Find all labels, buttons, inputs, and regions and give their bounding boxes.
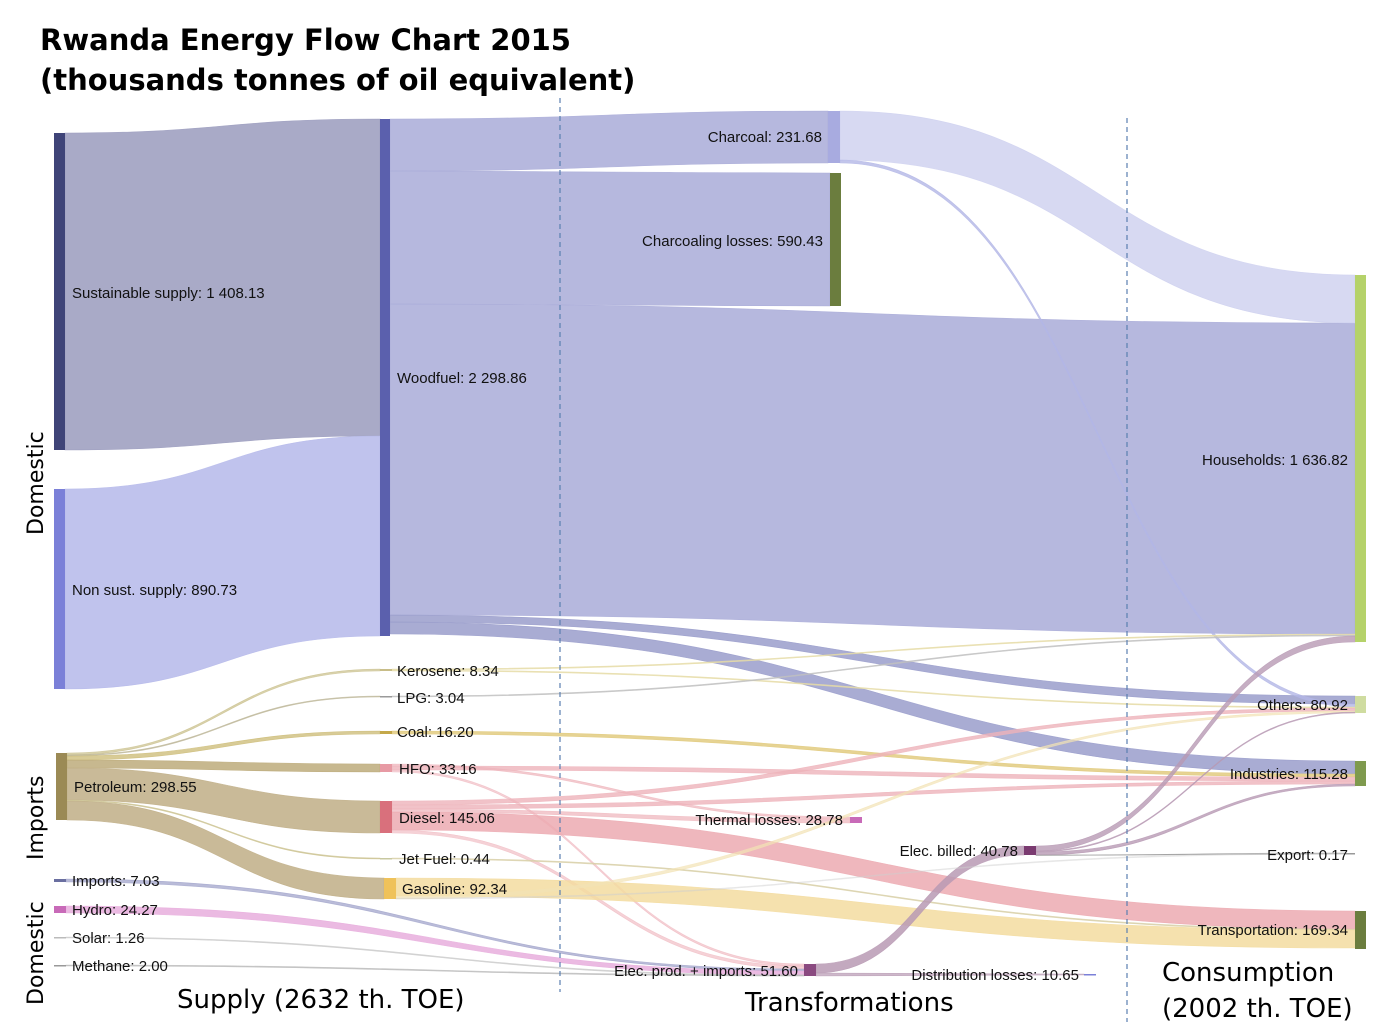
consumption-total-label: (2002 th. TOE) [1162,994,1353,1024]
node-label-charlosses: Charcoaling losses: 590.43 [642,233,823,250]
node-label-households: Households: 1 636.82 [1202,452,1348,469]
node-labels: Sustainable supply: 1 408.13 Non sust. su… [72,129,1348,984]
node-label-gasoline: Gasoline: 92.34 [402,881,507,898]
node-bar-petroleum [56,753,67,820]
node-bar-transportation [1355,911,1366,949]
node-bar-diesel [380,801,392,833]
node-bar-export [1345,853,1355,855]
node-label-woodfuel: Woodfuel: 2 298.86 [397,370,527,387]
node-bar-gasoline [384,878,396,899]
node-bar-industries [1355,761,1366,786]
node-label-export: Export: 0.17 [1267,847,1348,864]
node-bar-charcoal [828,111,840,163]
node-label-kerosene: Kerosene: 8.34 [397,663,499,680]
flow-link-elecbilled-to-industries [1035,783,1356,856]
node-bar-elecprod [804,964,816,976]
node-label-elecprod: Elec. prod. + imports: 51.60 [614,963,798,980]
node-label-nonsust: Non sust. supply: 890.73 [72,582,237,599]
chart-title: Rwanda Energy Flow Chart 2015 [40,23,571,57]
node-bar-distlosses [1084,974,1096,976]
domestic-renewables-side-label: Domestic [24,901,49,1005]
flow-link-petroleum-to-coal [66,730,381,761]
node-label-thermal: Thermal losses: 28.78 [695,812,843,829]
node-bar-elecbilled [1024,846,1036,855]
flow-link-petroleum-to-diesel [66,767,381,834]
node-bar-methane [54,965,66,967]
node-label-charcoal: Charcoal: 231.68 [708,129,822,146]
node-label-industries: Industries: 115.28 [1230,766,1348,783]
node-bar-lpg [380,696,392,698]
node-label-lpg: LPG: 3.04 [397,690,465,707]
flow-nodes [54,111,1366,976]
supply-column-label: Supply (2632 th. TOE) [177,985,465,1015]
node-label-methane: Methane: 2.00 [72,958,168,975]
node-bar-kerosene [380,669,392,671]
node-bar-sust [54,133,65,450]
node-label-coal: Coal: 16.20 [397,724,474,741]
node-label-others: Others: 80.92 [1257,697,1348,714]
flow-link-woodfuel-to-households [389,303,1356,635]
chart-subtitle: (thousands tonnes of oil equivalent) [40,63,635,97]
flow-link-lpg-to-households [391,634,1356,698]
node-bar-hydro [54,906,66,913]
node-bar-households [1355,275,1366,642]
node-label-distlosses: Distribution losses: 10.65 [911,967,1079,984]
node-label-hydro: Hydro: 24.27 [72,902,158,919]
node-label-sust: Sustainable supply: 1 408.13 [72,285,265,302]
node-bar-jetfuel [380,858,392,860]
node-bar-woodfuel [380,119,390,636]
node-bar-coal [380,731,392,734]
node-label-imports: Imports: 7.03 [72,873,160,890]
node-label-hfo: HFO: 33.16 [399,761,477,778]
node-label-transportation: Transportation: 169.34 [1198,922,1348,939]
domestic-side-label: Domestic [24,431,49,535]
node-bar-imports [54,879,66,882]
transformations-column-label: Transformations [744,988,954,1018]
node-label-elecbilled: Elec. billed: 40.78 [900,843,1018,860]
node-bar-others [1355,696,1366,713]
imports-side-label: Imports [24,776,49,860]
node-label-petroleum: Petroleum: 298.55 [74,779,197,796]
node-bar-thermal [850,817,862,823]
node-bar-charlosses [830,173,841,306]
node-bar-hfo [380,764,392,772]
flow-link-kerosene-to-households [391,633,1356,671]
node-bar-solar [54,937,66,939]
flow-link-nonsust-to-woodfuel [64,435,381,690]
node-bar-nonsust [54,489,65,689]
node-label-solar: Solar: 1.26 [72,930,145,947]
flow-link-charcoal-to-households [839,110,1356,324]
node-label-diesel: Diesel: 145.06 [399,810,495,827]
node-label-jetfuel: Jet Fuel: 0.44 [399,851,490,868]
consumption-column-label: Consumption [1162,958,1334,988]
flow-links [64,110,1356,977]
